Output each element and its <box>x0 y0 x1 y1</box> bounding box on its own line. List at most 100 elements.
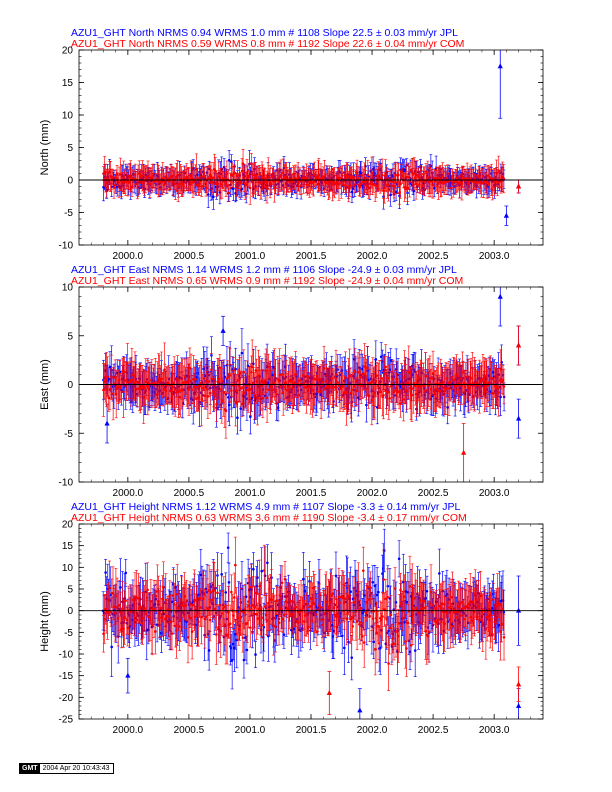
data-point <box>358 185 362 189</box>
data-point <box>240 351 244 355</box>
y-tick-label: 20 <box>62 46 74 57</box>
panel-header-line: AZU1_GHT East NRMS 1.14 WRMS 1.2 mm # 11… <box>71 264 457 276</box>
data-point <box>346 175 349 178</box>
data-point <box>298 179 302 183</box>
data-point <box>221 177 225 180</box>
data-point <box>103 380 106 383</box>
outlier-marker <box>497 63 503 69</box>
x-tick-label: 2002.0 <box>357 251 388 262</box>
data-point <box>216 182 219 186</box>
data-point <box>281 171 285 175</box>
data-point <box>180 180 183 183</box>
data-point <box>121 180 124 184</box>
data-point <box>142 181 145 185</box>
data-point <box>269 182 273 185</box>
data-point <box>240 187 244 191</box>
x-tick-label: 2002.5 <box>418 251 449 262</box>
data-point <box>454 180 458 183</box>
data-point <box>312 180 315 183</box>
data-point <box>446 406 449 409</box>
data-point <box>353 183 357 186</box>
data-point <box>279 173 283 177</box>
data-point <box>338 176 342 180</box>
data-point <box>246 176 250 180</box>
panel-header-line: AZU1_GHT North NRMS 0.59 WRMS 0.8 mm # 1… <box>71 38 464 50</box>
data-point <box>178 376 181 379</box>
data-point <box>341 174 344 177</box>
data-point <box>236 416 239 420</box>
data-point <box>126 361 129 365</box>
data-point <box>292 172 295 176</box>
plot-frame <box>78 49 544 246</box>
data-point <box>480 181 483 185</box>
data-point <box>389 193 392 197</box>
data-point <box>305 177 308 180</box>
data-point <box>418 183 421 186</box>
data-point <box>176 185 180 189</box>
data-point <box>134 380 138 384</box>
panel-header-line: AZU1_GHT North NRMS 0.94 WRMS 1.0 mm # 1… <box>71 27 458 39</box>
data-point <box>502 177 506 180</box>
data-point <box>160 180 163 184</box>
data-point <box>286 179 290 183</box>
data-point <box>248 186 252 190</box>
data-point <box>127 180 131 184</box>
data-point <box>239 180 242 184</box>
data-point <box>252 362 255 366</box>
data-point <box>374 184 378 188</box>
data-point <box>394 173 398 177</box>
outlier-marker <box>515 183 522 189</box>
data-point <box>321 177 325 180</box>
data-point <box>380 173 384 177</box>
data-point <box>197 184 200 188</box>
data-point <box>228 403 231 407</box>
data-point <box>337 182 341 186</box>
data-point <box>253 177 256 180</box>
data-point <box>225 172 229 176</box>
data-point <box>462 177 466 180</box>
data-point <box>250 396 253 400</box>
data-point <box>412 172 416 175</box>
data-point <box>495 172 498 175</box>
outlier-marker <box>515 415 522 421</box>
data-point <box>175 176 178 179</box>
data-layer <box>101 50 522 226</box>
data-point <box>362 180 365 184</box>
data-point <box>171 180 175 183</box>
data-point <box>432 176 436 180</box>
data-point <box>164 175 168 178</box>
data-point <box>249 415 252 419</box>
data-point <box>136 381 140 384</box>
data-point <box>406 186 409 190</box>
data-point <box>367 378 370 381</box>
data-point <box>115 387 119 391</box>
data-point <box>360 174 364 177</box>
outlier-marker <box>497 293 503 299</box>
data-point <box>170 174 174 178</box>
data-point <box>245 171 249 174</box>
x-tick-label: 2001.0 <box>235 251 266 262</box>
data-point <box>195 167 198 171</box>
data-point <box>261 175 265 179</box>
data-point <box>206 193 210 196</box>
data-point <box>440 181 443 185</box>
data-point <box>212 195 215 199</box>
data-point <box>415 173 419 177</box>
outlier-marker <box>220 327 226 333</box>
data-point <box>367 186 370 190</box>
data-point <box>366 173 370 177</box>
data-point <box>210 180 214 184</box>
data-point <box>230 160 233 163</box>
data-point <box>271 175 274 178</box>
data-point <box>389 359 393 362</box>
x-tick-label: 2000.0 <box>113 251 144 262</box>
data-point <box>258 173 261 176</box>
data-point <box>263 176 267 180</box>
data-point <box>390 184 394 187</box>
data-point <box>265 185 269 189</box>
data-point <box>123 370 126 374</box>
data-point <box>146 174 150 178</box>
data-point <box>239 407 243 410</box>
y-tick-label: 10 <box>62 111 74 122</box>
